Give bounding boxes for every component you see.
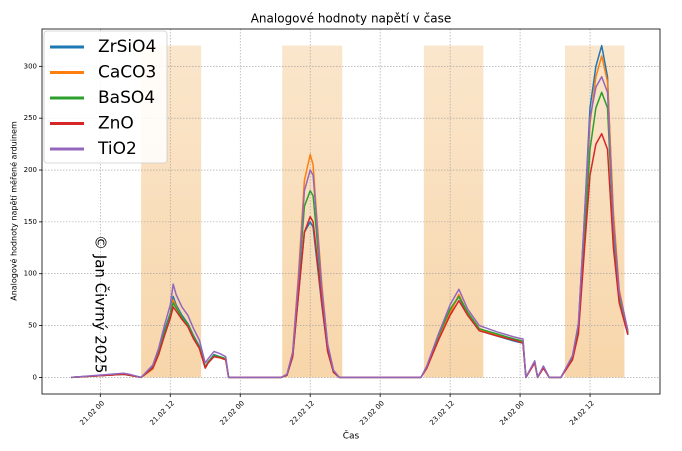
x-tick-label: 23.02 12 (428, 399, 456, 427)
y-tick-label: 250 (24, 114, 37, 122)
x-tick-label: 21.02 12 (148, 399, 176, 427)
x-tick-label: 24.02 12 (568, 399, 596, 427)
series-line (71, 75, 629, 379)
y-tick-label: 300 (24, 62, 37, 70)
x-tick-label: 24.02 00 (498, 399, 526, 427)
plot-frame (41, 28, 661, 395)
y-tick-label: 0 (33, 373, 37, 381)
series-line (71, 132, 629, 379)
legend-label: CaCO3 (98, 63, 156, 83)
chart-title: Analogové hodnoty napětí v čase (251, 12, 452, 26)
y-tick-label: 200 (24, 166, 37, 174)
legend-label: ZrSiO4 (98, 37, 156, 57)
legend-label: BaSO4 (98, 88, 155, 108)
legend-box (43, 30, 168, 164)
legend-label: TiO2 (97, 139, 137, 159)
x-tick-label: 23.02 00 (358, 399, 386, 427)
shaded-region (282, 45, 343, 378)
shaded-region (423, 45, 484, 378)
y-tick-label: 50 (28, 322, 37, 330)
x-tick-label: 22.02 00 (218, 399, 246, 427)
x-tick-label: 22.02 12 (288, 399, 316, 427)
y-tick-label: 100 (24, 270, 37, 278)
x-axis-label: Čas (343, 430, 360, 442)
y-axis-label: Analogové hodnoty napětí měřené arduinem (9, 121, 19, 301)
x-tick-label: 21.02 00 (78, 399, 106, 427)
annotation: © Jan Čivrný 2025 (92, 235, 111, 373)
shaded-region (564, 45, 625, 378)
legend-label: ZnO (98, 114, 134, 134)
y-tick-label: 150 (24, 218, 37, 226)
